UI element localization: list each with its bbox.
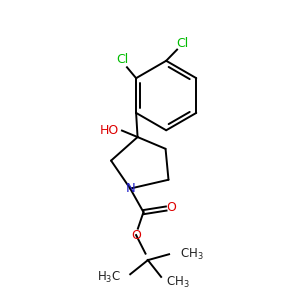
Text: Cl: Cl bbox=[176, 37, 188, 50]
Text: CH$_3$: CH$_3$ bbox=[167, 275, 190, 290]
Text: CH$_3$: CH$_3$ bbox=[180, 247, 203, 262]
Text: O: O bbox=[131, 229, 141, 242]
Text: O: O bbox=[167, 201, 176, 214]
Text: HO: HO bbox=[100, 124, 119, 137]
Text: Cl: Cl bbox=[117, 53, 129, 66]
Text: H$_3$C: H$_3$C bbox=[97, 270, 122, 285]
Text: N: N bbox=[125, 182, 135, 195]
